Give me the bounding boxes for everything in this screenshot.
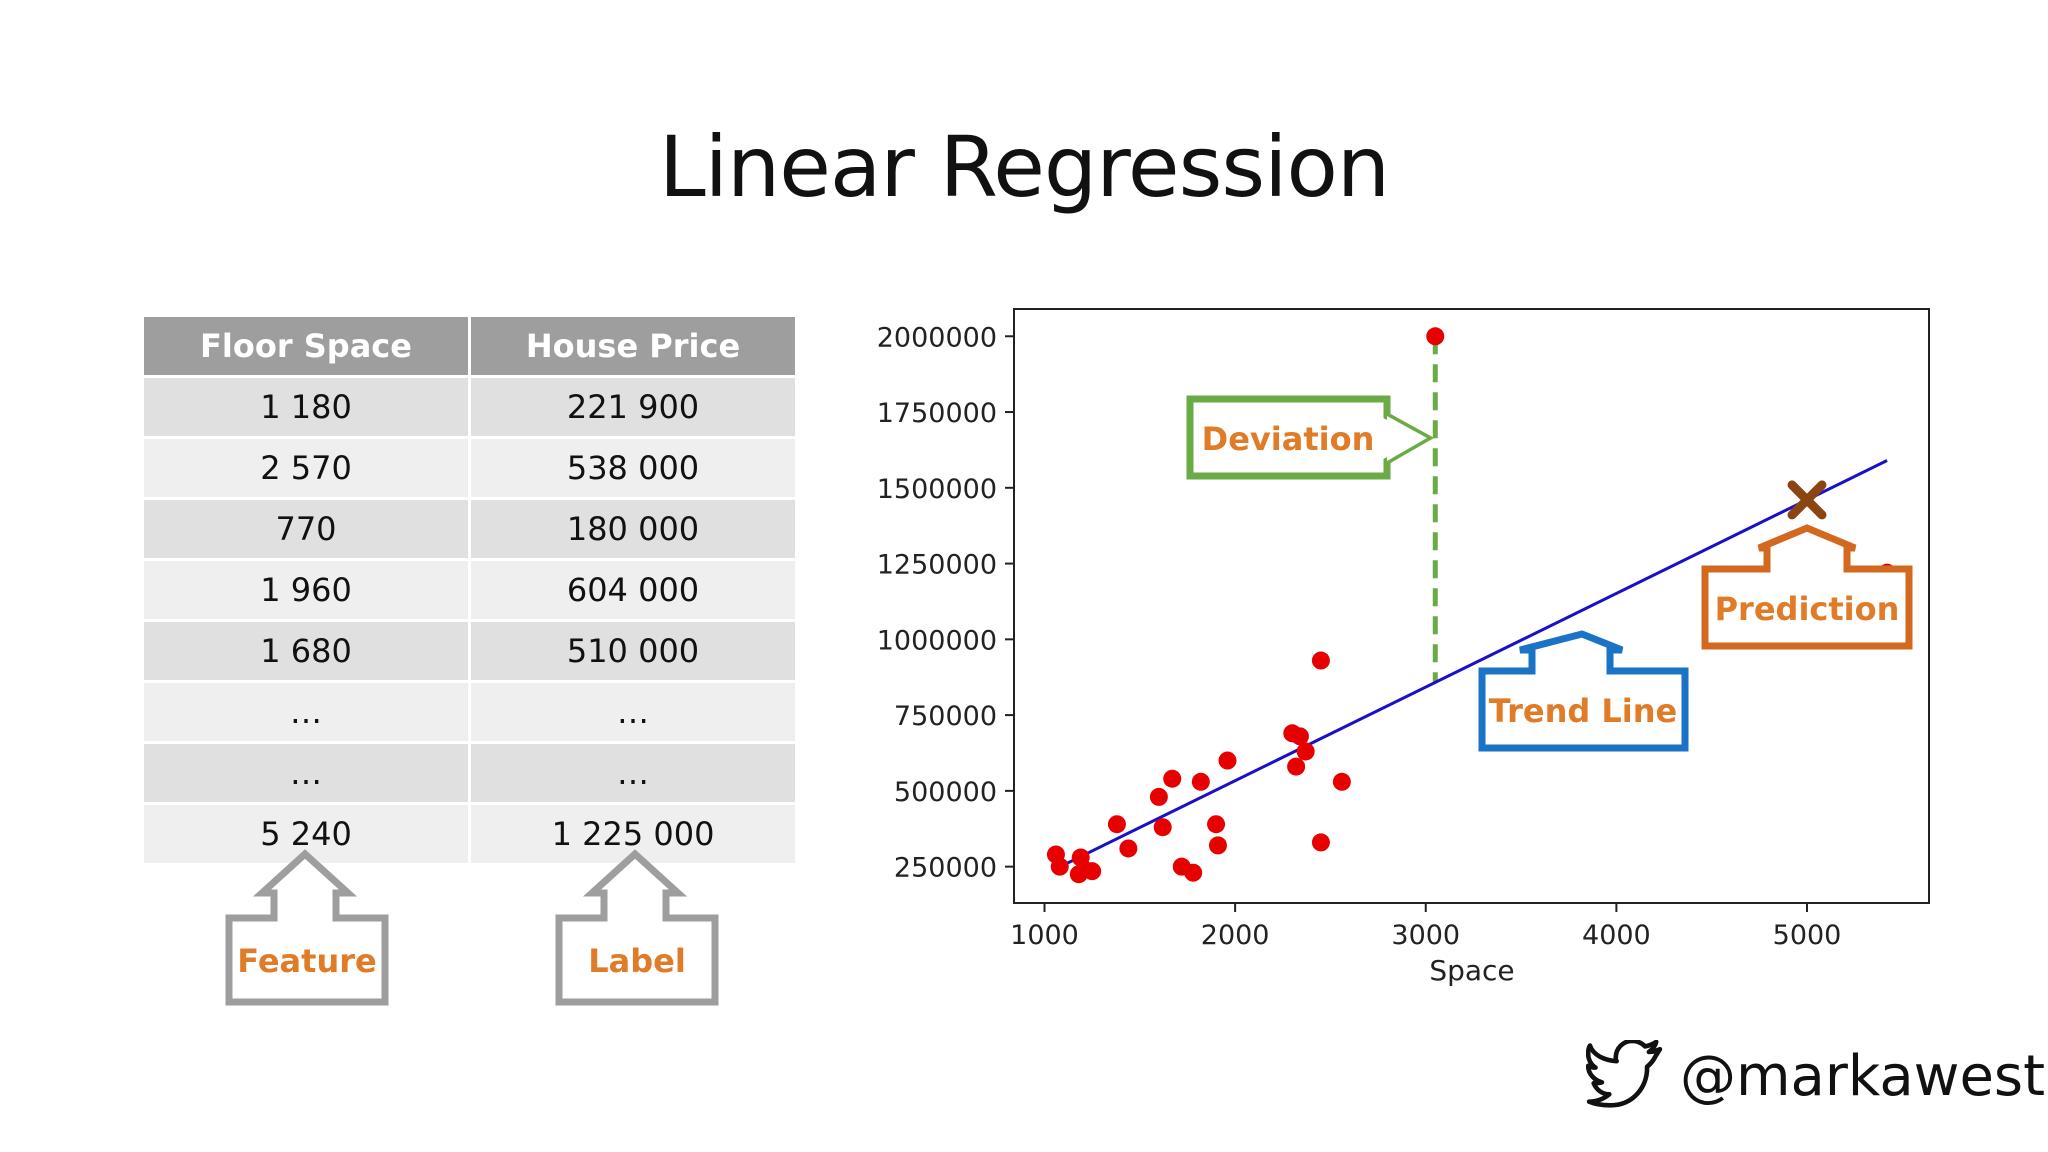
deviation-callout-label: Deviation (1202, 420, 1375, 458)
prediction-callout: Prediction (1701, 524, 1913, 650)
cell-house-price: 221 900 (471, 378, 795, 436)
y-tick-label: 1250000 (877, 550, 997, 581)
table-row: 5 240 1 225 000 (144, 805, 795, 863)
data-point (1426, 327, 1445, 346)
data-point (1287, 757, 1306, 776)
cell-floor-space: 1 960 (144, 561, 468, 619)
twitter-handle: @markawest (1586, 1040, 2045, 1112)
data-point (1207, 815, 1226, 834)
data-point (1083, 862, 1102, 881)
prediction-callout-label: Prediction (1715, 590, 1900, 628)
prediction-marker (1787, 480, 1827, 520)
cell-floor-space: … (144, 683, 468, 741)
table-row: 1 180 221 900 (144, 378, 795, 436)
cell-floor-space: … (144, 744, 468, 802)
cell-house-price: 538 000 (471, 439, 795, 497)
data-point (1119, 839, 1138, 858)
cell-floor-space: 2 570 (144, 439, 468, 497)
data-point (1311, 651, 1330, 670)
twitter-handle-text: @markawest (1680, 1043, 2046, 1109)
cell-floor-space: 1 180 (144, 378, 468, 436)
data-point (1332, 772, 1351, 791)
cell-floor-space: 1 680 (144, 622, 468, 680)
x-tick-label: 1000 (1010, 920, 1079, 951)
feature-callout-arrow (225, 849, 389, 1006)
data-point (1191, 772, 1210, 791)
data-point (1311, 833, 1330, 852)
cell-house-price: … (471, 683, 795, 741)
cell-house-price: … (471, 744, 795, 802)
trend-line-callout-arrow (1478, 630, 1689, 752)
y-tick-label: 1000000 (877, 625, 997, 656)
label-callout: Label (555, 849, 719, 1006)
y-tick-label: 500000 (894, 777, 997, 808)
slide-title: Linear Regression (658, 118, 1390, 216)
data-point (1149, 787, 1168, 806)
deviation-callout: Deviation (1186, 395, 1435, 480)
trend-line-callout: Trend Line (1478, 630, 1689, 752)
prediction-x-stroke (1787, 480, 1827, 520)
data-point (1184, 863, 1203, 882)
x-tick-label: 2000 (1201, 920, 1270, 951)
x-tick-label: 3000 (1391, 920, 1460, 951)
data-point (1163, 769, 1182, 788)
x-axis-label: Space (1429, 954, 1514, 987)
y-tick-label: 1750000 (877, 398, 997, 429)
cell-house-price: 180 000 (471, 500, 795, 558)
data-point (1290, 727, 1309, 746)
feature-callout: Feature (225, 849, 389, 1006)
y-tick-label: 250000 (894, 853, 997, 884)
data-point (1208, 836, 1227, 855)
data-point (1050, 857, 1069, 876)
cell-floor-space: 5 240 (144, 805, 468, 863)
y-tick-label: 1500000 (877, 474, 997, 505)
feature-callout-label: Feature (237, 942, 376, 980)
table-row: 2 570 538 000 (144, 439, 795, 497)
y-tick-label: 750000 (894, 701, 997, 732)
data-point (1218, 751, 1237, 770)
trend-line (1053, 459, 1888, 872)
table-row: … … (144, 744, 795, 802)
cell-floor-space: 770 (144, 500, 468, 558)
axes: 1000 2000 3000 4000 5000 250000 500000 750000 10… (877, 322, 1842, 951)
twitter-bird-icon (1586, 1040, 1663, 1108)
table-row: … … (144, 683, 795, 741)
label-callout-label: Label (588, 942, 686, 980)
table-row: 770 180 000 (144, 500, 795, 558)
table-row: 1 960 604 000 (144, 561, 795, 619)
label-callout-arrow (555, 849, 719, 1006)
data-table: Floor Space House Price 1 180 221 900 2 … (141, 314, 798, 866)
y-tick-label: 2000000 (877, 322, 997, 353)
table-row: 1 680 510 000 (144, 622, 795, 680)
trend-line-callout-label: Trend Line (1489, 692, 1677, 730)
cell-house-price: 604 000 (471, 561, 795, 619)
data-point (1296, 742, 1315, 761)
cell-house-price: 1 225 000 (471, 805, 795, 863)
x-tick-label: 5000 (1773, 920, 1842, 951)
data-point (1107, 815, 1126, 834)
header-house-price: House Price (471, 317, 795, 375)
header-floor-space: Floor Space (144, 317, 468, 375)
prediction-callout-arrow (1701, 524, 1913, 650)
data-point (1153, 818, 1172, 837)
x-tick-label: 4000 (1582, 920, 1651, 951)
cell-house-price: 510 000 (471, 622, 795, 680)
